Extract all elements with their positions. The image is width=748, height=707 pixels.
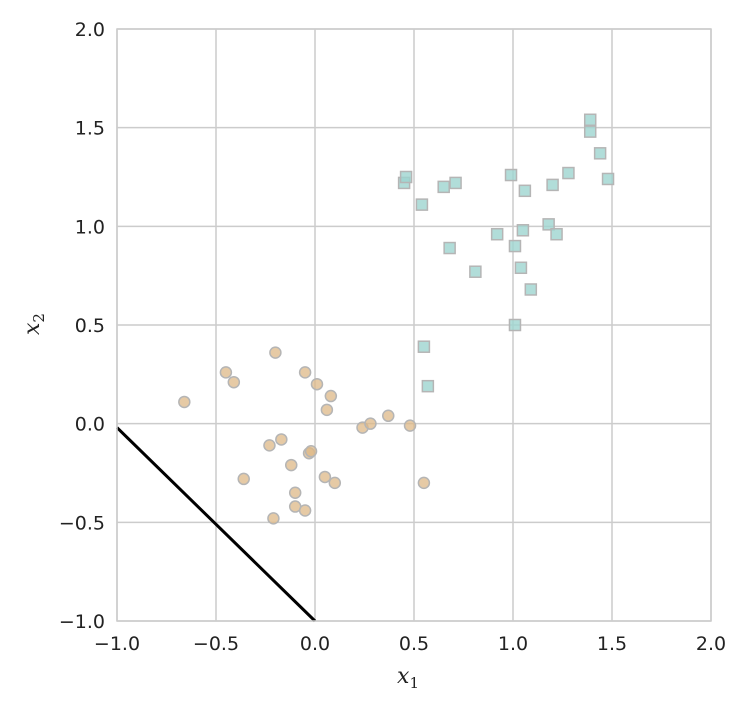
decision-boundary-line <box>115 426 317 623</box>
circle-point <box>269 346 282 359</box>
circle-point <box>178 395 191 409</box>
circle-point <box>364 417 377 430</box>
y-axis-label: x2 <box>20 313 48 335</box>
y-axis-label-main: x <box>20 322 45 335</box>
square-point <box>514 261 528 275</box>
y-tick-label: −0.5 <box>59 512 105 534</box>
square-point <box>583 125 597 138</box>
circle-point <box>288 486 302 499</box>
square-point <box>583 113 597 127</box>
square-point <box>518 184 532 198</box>
x-axis-label-main: x <box>397 664 410 689</box>
circle-point <box>284 458 298 472</box>
square-point <box>421 379 435 393</box>
x-tick-label: 0.5 <box>399 633 429 655</box>
x-tick-label: 0.0 <box>300 633 330 655</box>
circle-point <box>263 439 276 452</box>
circle-point <box>318 470 332 484</box>
square-point <box>524 283 538 296</box>
square-point <box>546 178 559 192</box>
y-tick-label: −1.0 <box>59 611 105 633</box>
square-point <box>415 198 429 211</box>
circle-point <box>298 366 312 379</box>
circle-point <box>275 433 288 446</box>
plot-frame <box>116 28 712 622</box>
series-layer <box>178 113 615 525</box>
square-point <box>508 318 522 332</box>
square-point <box>437 180 450 194</box>
square-point <box>417 340 431 353</box>
circle-point <box>227 375 241 389</box>
x-tick-label: 2.0 <box>696 633 726 655</box>
y-tick-labels: −1.0 −0.5 0.0 0.5 1.0 1.5 2.0 <box>59 19 105 633</box>
circle-point <box>298 504 312 517</box>
y-tick-label: 1.5 <box>75 118 105 140</box>
x-tick-label: 1.0 <box>498 633 528 655</box>
x-axis-label: x1 <box>397 664 419 692</box>
square-point <box>562 166 575 180</box>
circle-point <box>267 512 280 525</box>
square-point <box>516 224 530 237</box>
circle-point <box>403 419 417 432</box>
circle-point <box>237 472 250 486</box>
x-tick-label: −0.5 <box>193 633 239 655</box>
square-point <box>508 239 522 253</box>
square-point <box>399 170 413 184</box>
circle-point <box>304 445 318 458</box>
circle-point <box>310 377 324 391</box>
square-point <box>593 147 607 160</box>
x-tick-label: 1.5 <box>597 633 627 655</box>
circle-point <box>417 476 431 490</box>
y-tick-label: 2.0 <box>75 19 105 41</box>
decision-line-layer <box>115 426 317 623</box>
circle-point <box>219 366 233 379</box>
square-point <box>504 168 518 182</box>
y-tick-label: 0.5 <box>75 315 105 337</box>
square-point <box>443 241 456 255</box>
square-point <box>469 265 482 278</box>
y-axis-label-subscript: 2 <box>30 313 48 323</box>
square-point <box>542 218 555 231</box>
circle-point <box>324 389 338 403</box>
square-point <box>601 172 615 186</box>
circle-point <box>328 476 342 490</box>
circle-point <box>320 403 334 417</box>
square-point <box>490 227 504 241</box>
x-tick-label: −1.0 <box>94 633 140 655</box>
square-point <box>550 227 563 241</box>
circle-point <box>382 409 395 423</box>
x-axis-label-subscript: 1 <box>409 674 419 692</box>
y-tick-label: 1.0 <box>75 216 105 238</box>
square-point <box>449 176 462 190</box>
y-tick-label: 0.0 <box>75 414 105 436</box>
x-tick-labels: −1.0 −0.5 0.0 0.5 1.0 1.5 2.0 <box>94 633 726 655</box>
